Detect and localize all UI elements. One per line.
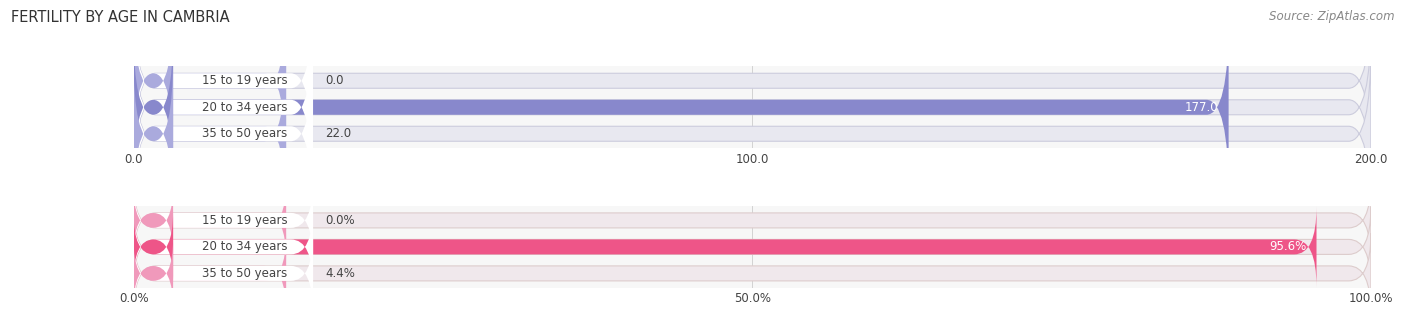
FancyBboxPatch shape (134, 46, 314, 222)
FancyBboxPatch shape (134, 207, 1316, 287)
FancyBboxPatch shape (134, 180, 1371, 260)
FancyBboxPatch shape (134, 20, 1229, 195)
FancyBboxPatch shape (134, 212, 173, 282)
Text: 15 to 19 years: 15 to 19 years (201, 74, 287, 87)
FancyBboxPatch shape (134, 233, 287, 313)
FancyBboxPatch shape (134, 46, 1371, 222)
FancyBboxPatch shape (134, 180, 287, 260)
FancyBboxPatch shape (134, 20, 1371, 195)
FancyBboxPatch shape (134, 207, 314, 287)
Text: 95.6%: 95.6% (1270, 240, 1306, 254)
FancyBboxPatch shape (134, 30, 173, 185)
FancyBboxPatch shape (134, 238, 173, 308)
FancyBboxPatch shape (134, 180, 314, 260)
Text: 15 to 19 years: 15 to 19 years (201, 214, 287, 227)
FancyBboxPatch shape (134, 233, 314, 313)
Text: 35 to 50 years: 35 to 50 years (201, 127, 287, 140)
FancyBboxPatch shape (134, 3, 173, 158)
FancyBboxPatch shape (134, 233, 1371, 313)
Text: Source: ZipAtlas.com: Source: ZipAtlas.com (1270, 10, 1395, 23)
Text: 4.4%: 4.4% (325, 267, 356, 280)
Text: 35 to 50 years: 35 to 50 years (201, 267, 287, 280)
Text: 0.0: 0.0 (325, 74, 344, 87)
FancyBboxPatch shape (134, 20, 314, 195)
FancyBboxPatch shape (134, 0, 314, 169)
FancyBboxPatch shape (134, 56, 173, 211)
Text: 0.0%: 0.0% (325, 214, 354, 227)
Text: 22.0: 22.0 (325, 127, 352, 140)
FancyBboxPatch shape (134, 0, 285, 169)
FancyBboxPatch shape (134, 46, 285, 222)
Text: 177.0: 177.0 (1185, 101, 1219, 114)
Text: 20 to 34 years: 20 to 34 years (201, 101, 287, 114)
FancyBboxPatch shape (134, 0, 1371, 169)
FancyBboxPatch shape (134, 185, 173, 256)
Text: FERTILITY BY AGE IN CAMBRIA: FERTILITY BY AGE IN CAMBRIA (11, 10, 229, 25)
Text: 20 to 34 years: 20 to 34 years (201, 240, 287, 254)
FancyBboxPatch shape (134, 207, 1371, 287)
